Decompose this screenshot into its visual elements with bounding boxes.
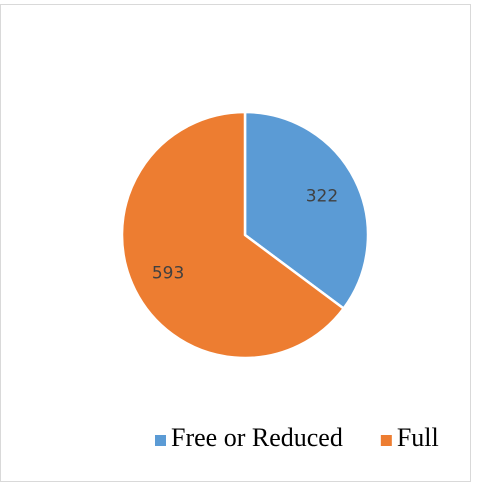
pie-slice [120, 110, 345, 360]
data-label: 593 [152, 264, 184, 284]
pie-slice [243, 110, 370, 310]
legend-label: Free or Reduced [171, 423, 343, 452]
legend-label: Full [397, 423, 439, 452]
legend-swatch [380, 435, 392, 446]
legend-swatch [155, 435, 166, 446]
data-label: 322 [306, 186, 338, 206]
